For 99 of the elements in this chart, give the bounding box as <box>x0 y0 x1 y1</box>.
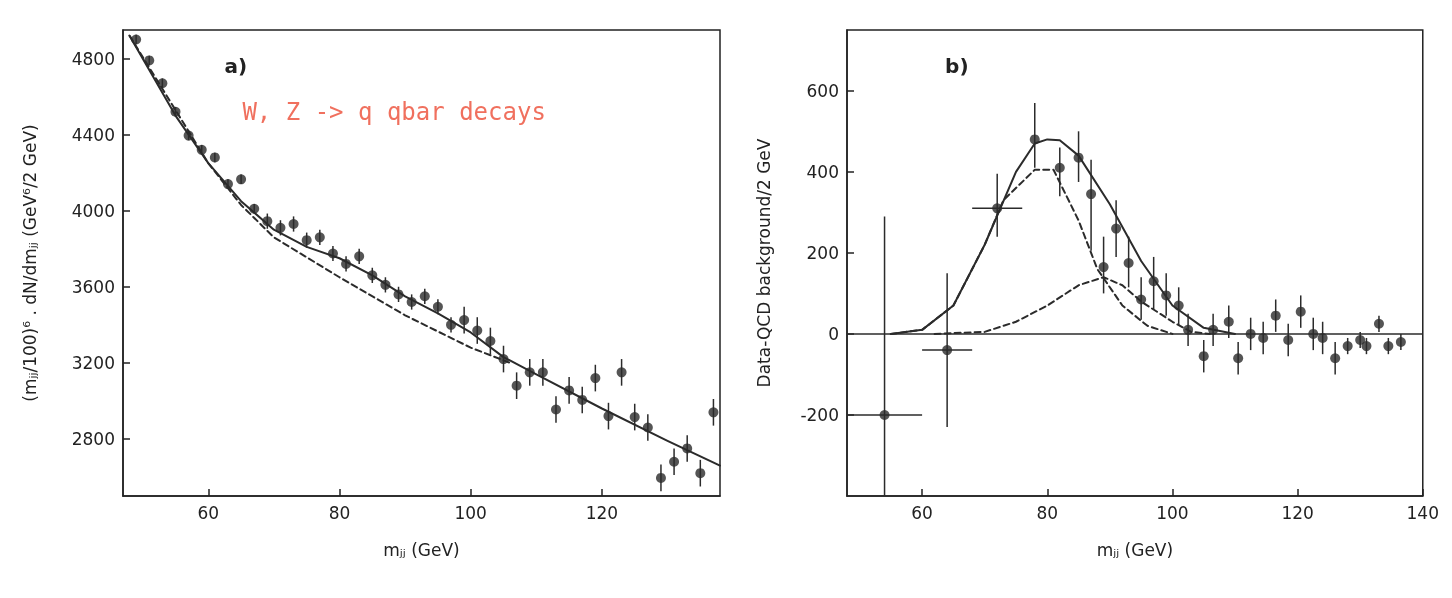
point <box>695 468 706 479</box>
point <box>157 78 168 89</box>
x-tick-label: 100 <box>1156 502 1189 523</box>
point <box>551 404 561 415</box>
point <box>314 232 325 243</box>
point <box>629 412 640 423</box>
point <box>1270 310 1281 321</box>
point <box>262 216 273 227</box>
point <box>879 409 890 420</box>
point <box>275 222 286 233</box>
y-tick-label: 4000 <box>71 200 115 221</box>
y-tick-label: 600 <box>806 80 839 101</box>
x-tick-label: 120 <box>1281 502 1314 523</box>
x-tick-label: 80 <box>328 502 351 523</box>
point <box>327 248 338 259</box>
x-tick-label: 120 <box>585 502 619 523</box>
point <box>183 130 194 141</box>
point <box>1373 318 1384 329</box>
point <box>131 34 142 45</box>
point <box>432 301 443 312</box>
point <box>472 325 483 336</box>
point <box>1342 341 1353 352</box>
point <box>419 291 430 302</box>
annotation: W, Z -> q qbar decays <box>242 98 546 126</box>
point <box>485 335 496 346</box>
point <box>564 385 575 396</box>
point <box>367 270 378 281</box>
y-tick-label: 4400 <box>71 124 115 145</box>
y-tick-label: 0 <box>828 323 839 344</box>
point <box>590 373 601 384</box>
point <box>1395 337 1406 348</box>
point <box>1123 258 1134 268</box>
point <box>1361 341 1372 352</box>
point <box>393 289 404 300</box>
point <box>577 394 588 405</box>
point <box>222 179 233 190</box>
point <box>537 367 548 378</box>
x-tick-label: 100 <box>454 502 487 523</box>
point <box>236 174 247 185</box>
point <box>301 235 312 246</box>
y-axis-title: Data-QCD background/2 GeV <box>753 138 774 388</box>
point <box>669 456 680 467</box>
point <box>511 380 522 391</box>
point <box>196 144 207 155</box>
point <box>616 367 627 378</box>
x-axis-title: mⱼⱼ (GeV) <box>383 539 460 560</box>
x-tick-label: 80 <box>1036 502 1059 523</box>
y-axis-title: (mⱼⱼ/100)⁶ . dN/dmⱼⱼ (GeV⁶/2 GeV) <box>19 124 40 402</box>
point <box>1148 276 1159 287</box>
point <box>170 106 181 117</box>
point <box>1136 294 1147 305</box>
x-tick-label: 60 <box>911 502 933 523</box>
y-tick-label: 3200 <box>71 352 115 373</box>
point <box>682 443 693 454</box>
point <box>144 55 155 66</box>
point <box>1355 334 1366 345</box>
point <box>459 315 470 326</box>
annotation: b) <box>945 54 969 78</box>
point <box>1029 134 1040 145</box>
point <box>406 296 417 307</box>
point <box>992 203 1003 214</box>
point <box>708 407 719 418</box>
point <box>1054 162 1065 173</box>
y-tick-label: 400 <box>806 161 839 182</box>
point <box>249 203 260 214</box>
point <box>498 354 509 365</box>
y-tick-label: 4800 <box>71 48 115 69</box>
point <box>1295 306 1306 317</box>
point <box>1161 290 1172 301</box>
x-tick-label: 140 <box>1406 502 1439 523</box>
y-tick-label: 3600 <box>71 276 115 297</box>
y-tick-label: 200 <box>806 242 839 263</box>
point <box>1223 316 1234 327</box>
point <box>642 422 653 433</box>
point <box>341 258 352 269</box>
point <box>354 251 365 262</box>
point <box>524 367 535 378</box>
point <box>603 411 614 422</box>
point <box>209 152 220 163</box>
x-tick-label: 60 <box>197 502 220 523</box>
point <box>1330 353 1341 364</box>
point <box>655 472 666 483</box>
point <box>380 279 391 290</box>
y-tick-label: -200 <box>800 404 839 425</box>
annotation: a) <box>224 54 248 78</box>
point <box>942 345 953 356</box>
point <box>1173 300 1184 311</box>
point <box>1198 351 1209 362</box>
point <box>1383 341 1394 352</box>
point <box>1111 223 1122 234</box>
y-tick-label: 2800 <box>71 428 115 449</box>
point <box>1283 334 1294 345</box>
point <box>1086 189 1097 200</box>
point <box>1098 262 1109 273</box>
point <box>1233 353 1244 364</box>
x-axis-title: mⱼⱼ (GeV) <box>1096 539 1174 560</box>
point <box>1073 152 1084 163</box>
point <box>288 219 299 230</box>
point <box>446 319 457 330</box>
